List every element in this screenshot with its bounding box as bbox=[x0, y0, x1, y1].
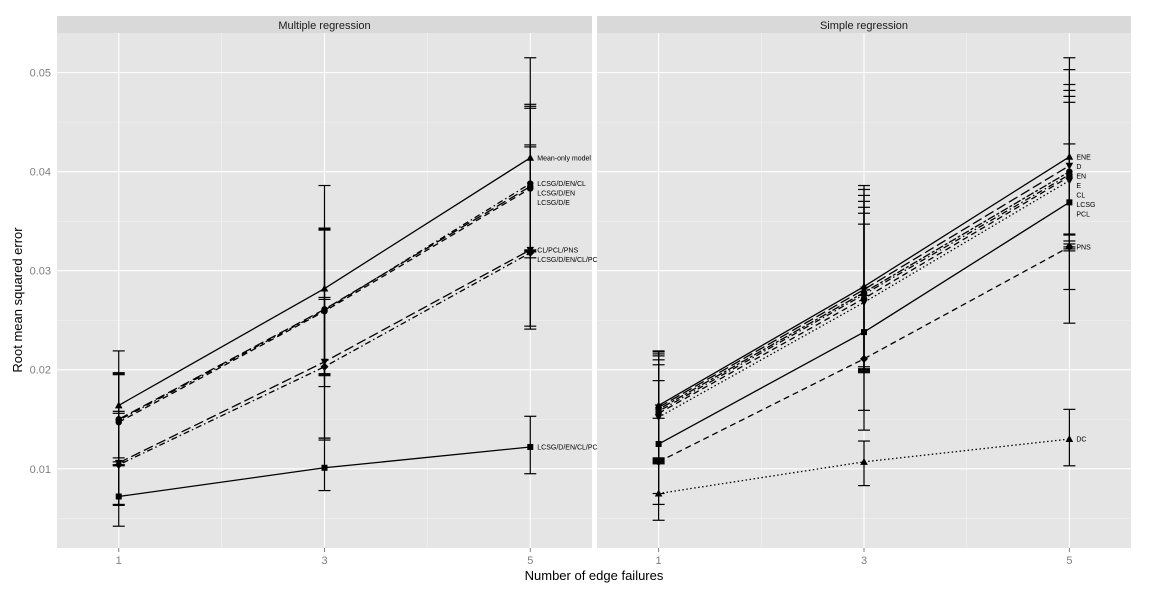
series-label: DC bbox=[1076, 437, 1086, 444]
panels-layer: Multiple regression 1 3 5 Mean-only model LCS… bbox=[57, 16, 1131, 567]
data-point bbox=[1065, 242, 1074, 251]
y-tick-label: 0.04 bbox=[30, 167, 51, 179]
data-point bbox=[654, 489, 663, 497]
series-label: ENE bbox=[1076, 154, 1091, 161]
series-9 bbox=[652, 408, 1076, 521]
data-point bbox=[526, 248, 535, 257]
x-tick-label: 1 bbox=[116, 555, 122, 567]
series-7 bbox=[112, 415, 537, 527]
y-tick-label: 0.05 bbox=[30, 68, 51, 80]
panel-strip bbox=[57, 16, 592, 33]
data-point bbox=[1065, 435, 1074, 443]
data-point bbox=[860, 457, 868, 465]
series-label: LCSG bbox=[1076, 202, 1095, 209]
series-label: LCSG/D/EN/CL bbox=[537, 181, 586, 188]
x-axis-title: Number of edge failures bbox=[525, 568, 664, 583]
panel-1: Multiple regression 1 3 5 Mean-only model LCS… bbox=[57, 16, 630, 567]
series-label: LCSG/D/E bbox=[537, 200, 570, 207]
data-point bbox=[860, 354, 868, 363]
series-label: CL bbox=[1076, 192, 1085, 199]
panel-title: Multiple regression bbox=[278, 20, 370, 32]
series-line bbox=[118, 182, 531, 421]
series-8 bbox=[652, 234, 1076, 506]
series-label: Mean-only model bbox=[537, 155, 591, 162]
series-label: PCL bbox=[1076, 211, 1090, 218]
x-tick-label: 1 bbox=[656, 555, 662, 567]
series-label: LCSG/D/EN/CL/PCL/PNS bbox=[537, 257, 618, 264]
series-line bbox=[658, 438, 1070, 495]
y-tick-label: 0.03 bbox=[30, 266, 51, 278]
panel-strip bbox=[597, 16, 1131, 33]
series-label: E bbox=[1076, 183, 1081, 190]
data-point bbox=[527, 443, 534, 450]
series-label: D bbox=[1076, 164, 1081, 171]
series-label: EN bbox=[1076, 173, 1086, 180]
y-tick-label: 0.02 bbox=[30, 365, 51, 377]
series-line bbox=[658, 165, 1070, 408]
series-line bbox=[118, 252, 531, 466]
data-point bbox=[321, 464, 328, 471]
series-label: PNS bbox=[1076, 244, 1091, 251]
series-label: LCSG/D/EN/CL/PCL/PNS/DC bbox=[537, 444, 630, 451]
series-line bbox=[658, 246, 1070, 463]
series-label: CL/PCL/PNS bbox=[537, 247, 578, 254]
y-tick-labels: 0.01 0.02 0.03 0.04 0.05 bbox=[30, 68, 51, 476]
data-point bbox=[1066, 199, 1073, 206]
x-tick-label: 5 bbox=[527, 555, 533, 567]
x-tick-label: 3 bbox=[321, 555, 327, 567]
series-label: LCSG/D/EN bbox=[537, 191, 575, 198]
y-tick-label: 0.01 bbox=[30, 464, 51, 476]
data-point bbox=[115, 493, 122, 500]
y-axis-title: Root mean squared error bbox=[10, 227, 25, 373]
panel-title: Simple regression bbox=[820, 20, 908, 32]
x-tick-label: 3 bbox=[861, 555, 867, 567]
x-tick-label: 5 bbox=[1066, 555, 1072, 567]
data-point bbox=[320, 362, 329, 371]
